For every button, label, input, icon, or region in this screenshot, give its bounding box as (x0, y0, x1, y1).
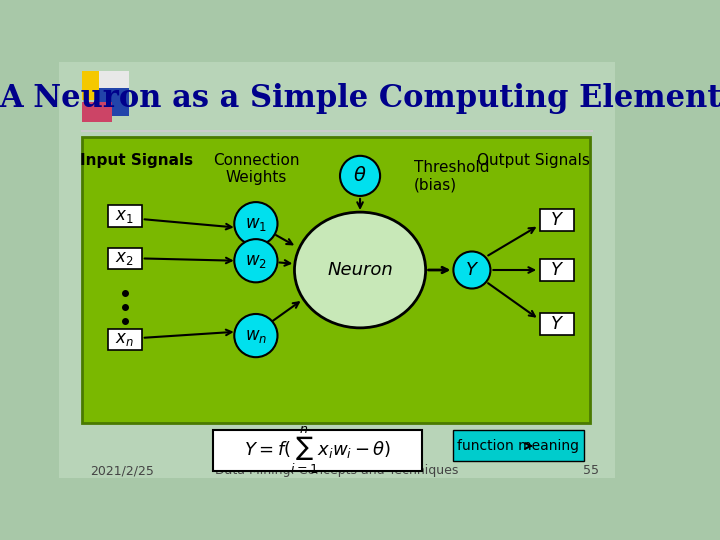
Circle shape (234, 314, 277, 357)
FancyBboxPatch shape (82, 71, 112, 100)
Text: $w_n$: $w_n$ (245, 327, 267, 345)
Text: Threshold
(bias): Threshold (bias) (414, 160, 490, 192)
FancyBboxPatch shape (59, 62, 615, 478)
Text: $Y$: $Y$ (549, 315, 564, 333)
Text: $\theta$: $\theta$ (354, 166, 366, 185)
FancyBboxPatch shape (99, 71, 129, 88)
FancyBboxPatch shape (540, 259, 574, 281)
FancyBboxPatch shape (82, 102, 112, 122)
Text: Data Mining: Concepts and Techniques: Data Mining: Concepts and Techniques (215, 464, 459, 477)
Circle shape (454, 252, 490, 288)
Text: 2021/2/25: 2021/2/25 (90, 464, 154, 477)
Text: Input Signals: Input Signals (80, 153, 193, 168)
FancyBboxPatch shape (453, 430, 584, 461)
Circle shape (234, 202, 277, 245)
FancyBboxPatch shape (108, 248, 142, 269)
Text: $w_2$: $w_2$ (245, 252, 267, 270)
FancyBboxPatch shape (540, 313, 574, 335)
Text: Connection
Weights: Connection Weights (212, 153, 299, 185)
Text: $Y = f(\sum_{i=1}^{n} x_i w_i - \theta)$: $Y = f(\sum_{i=1}^{n} x_i w_i - \theta)$ (244, 425, 391, 476)
FancyBboxPatch shape (82, 137, 590, 423)
Text: $w_1$: $w_1$ (245, 215, 267, 233)
FancyBboxPatch shape (213, 430, 422, 470)
FancyBboxPatch shape (108, 329, 142, 350)
Circle shape (340, 156, 380, 196)
Text: Neuron: Neuron (327, 261, 393, 279)
Text: $Y$: $Y$ (549, 261, 564, 279)
Text: $x_1$: $x_1$ (115, 207, 134, 225)
FancyBboxPatch shape (108, 205, 142, 227)
Text: $Y$: $Y$ (465, 261, 479, 279)
Text: 55: 55 (583, 464, 599, 477)
Text: $x_2$: $x_2$ (115, 249, 134, 267)
Ellipse shape (294, 212, 426, 328)
FancyBboxPatch shape (540, 209, 574, 231)
Text: function meaning: function meaning (457, 439, 579, 453)
Text: A Neuron as a Simple Computing Element: A Neuron as a Simple Computing Element (0, 83, 720, 114)
FancyBboxPatch shape (99, 86, 129, 116)
Text: $x_n$: $x_n$ (115, 330, 134, 348)
Circle shape (234, 239, 277, 282)
Text: Output Signals: Output Signals (477, 153, 590, 168)
Text: $Y$: $Y$ (549, 211, 564, 229)
